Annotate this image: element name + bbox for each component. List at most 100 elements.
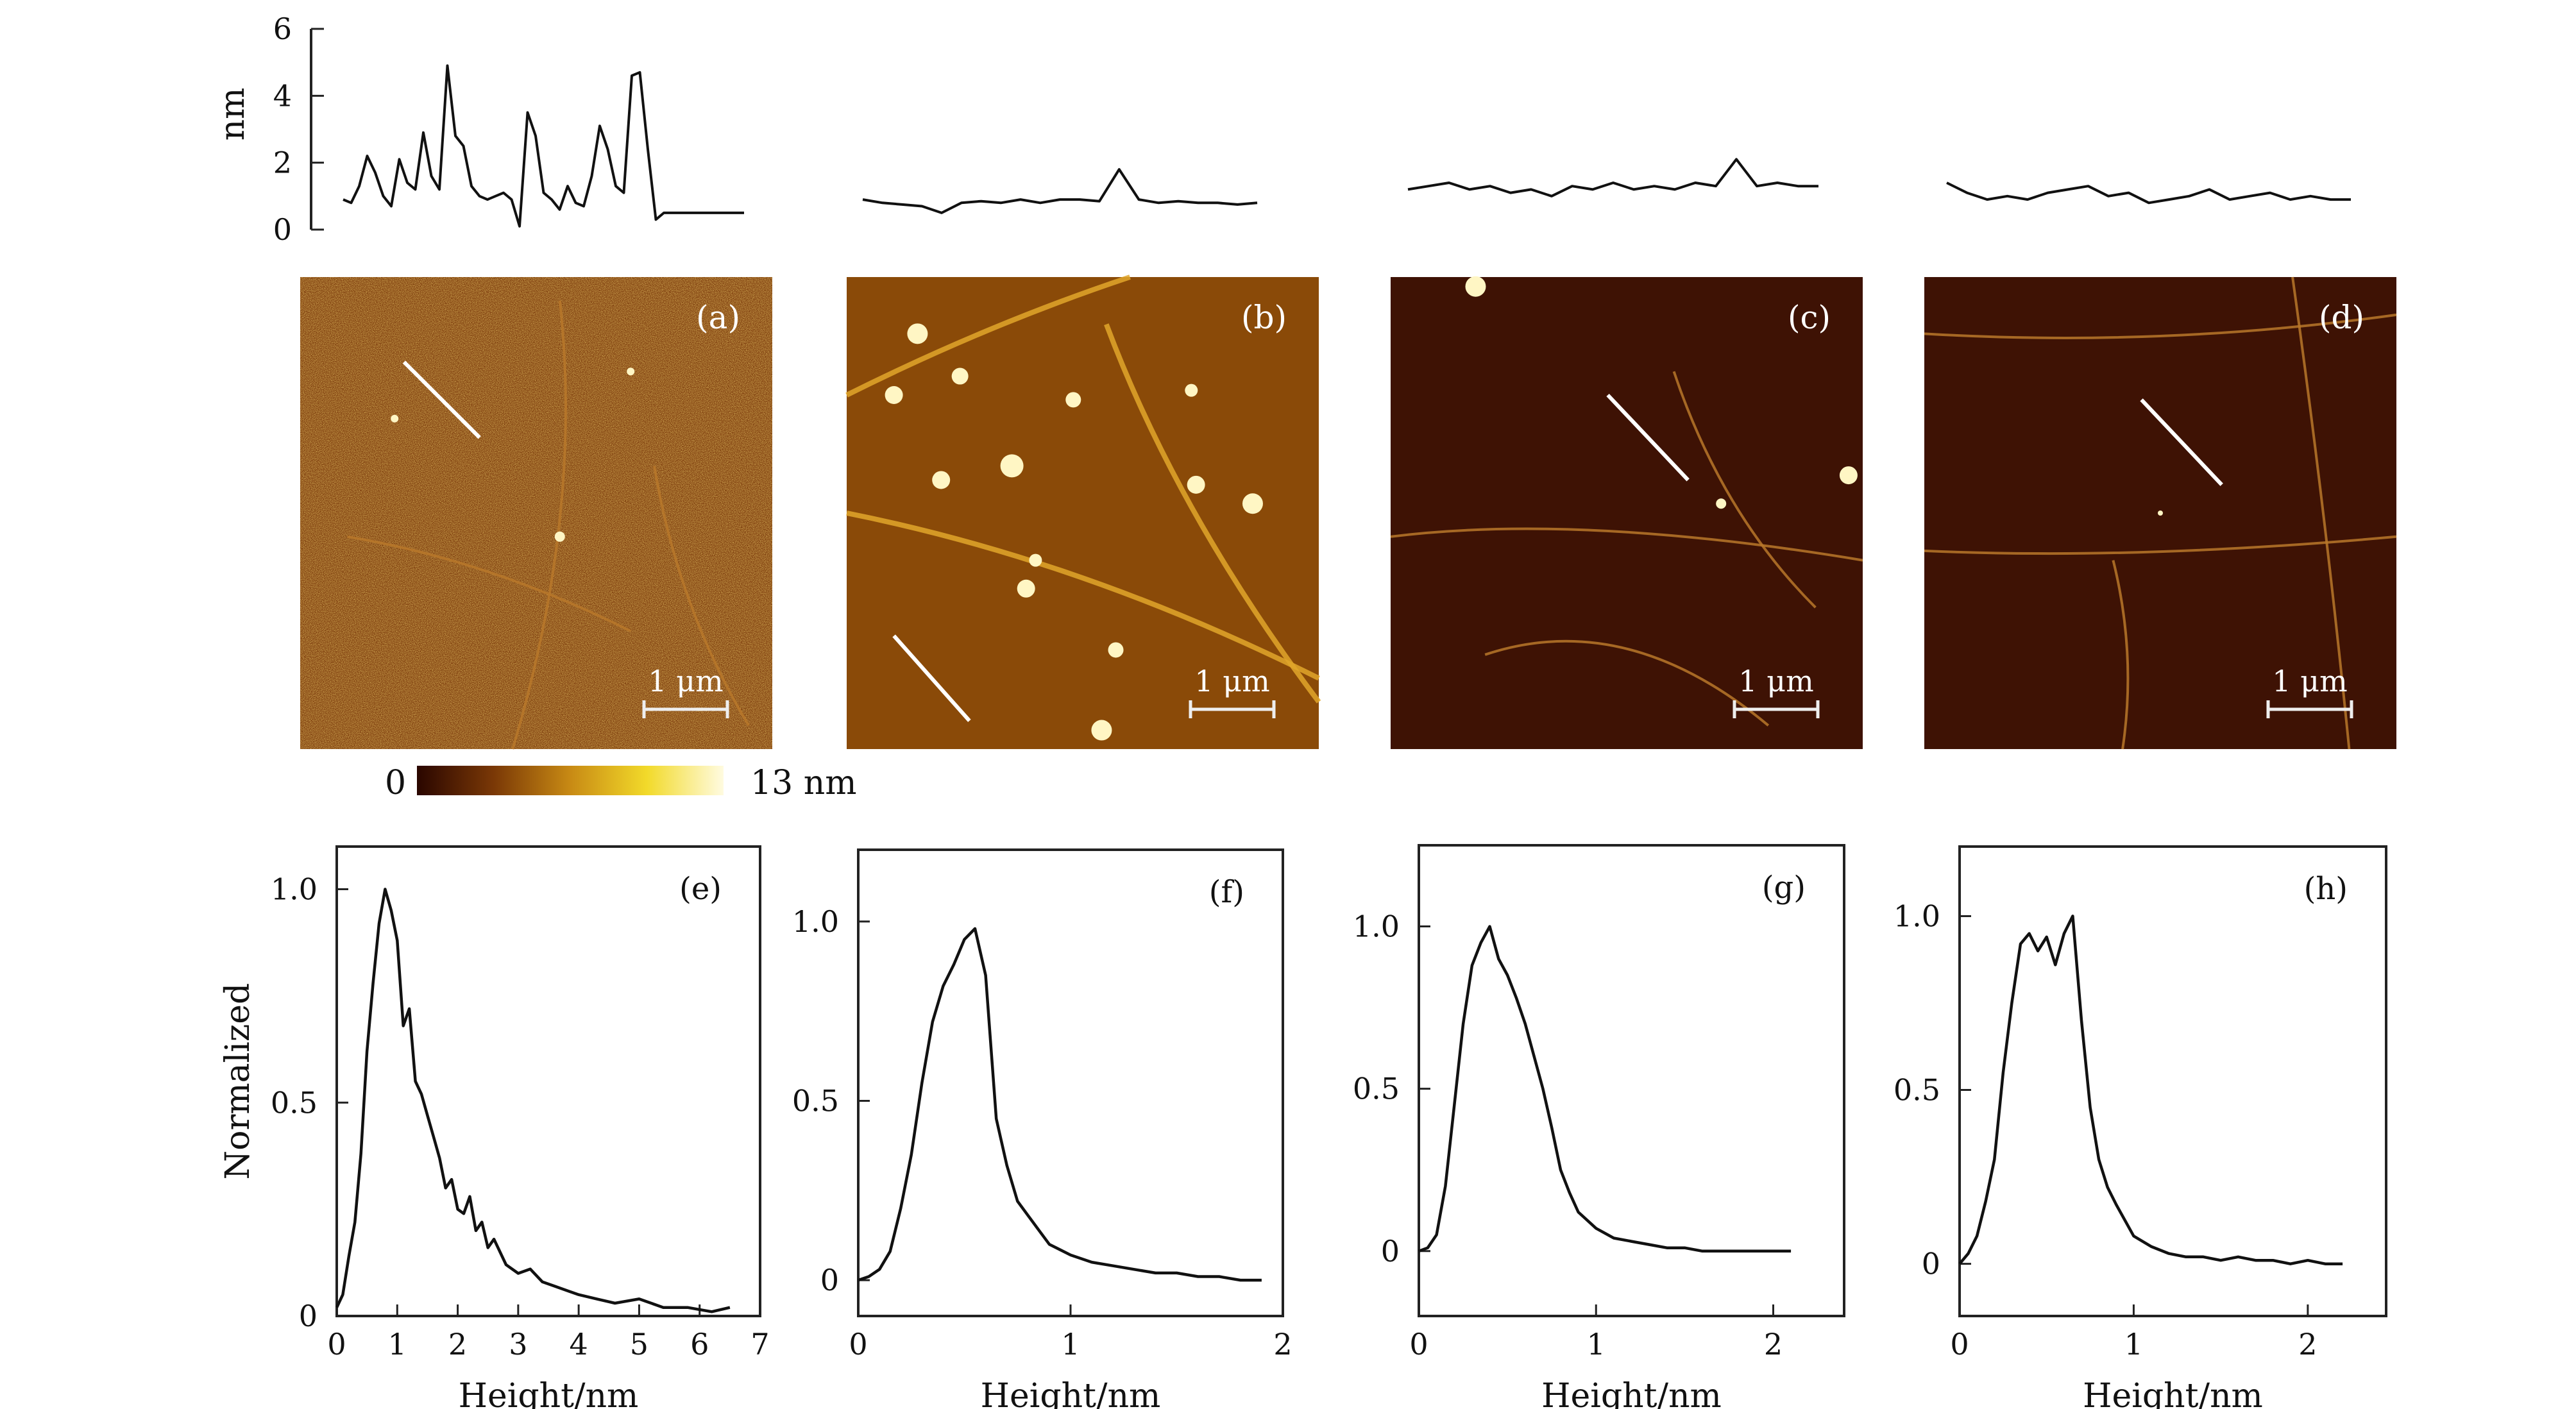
histogram-e: 0 1 2 3 4 5 6 7 0 0.5 1.0 (e) Height/nm Normalized: [219, 845, 770, 1409]
afm-particle: [1465, 276, 1486, 297]
profile-y-tick-label: 2: [273, 146, 292, 180]
afm-image-b: (b) 1 μm: [845, 274, 1321, 749]
afm-fiber: [1672, 371, 1817, 609]
x-tick-label: 2: [1273, 1327, 1292, 1362]
afm-fiber: [846, 510, 1320, 681]
colorbar-gradient: [417, 766, 724, 795]
x-axis-label: Height/nm: [981, 1377, 1161, 1409]
afm-particle: [1065, 392, 1081, 408]
y-tick-label: 1.0: [271, 872, 318, 907]
afm-image-d: (d) 1 μm: [1924, 276, 2397, 750]
histogram-f: 0 1 2 0 0.5 1.0 (f) Height/nm: [792, 848, 1292, 1409]
plot-frame: [335, 845, 761, 1317]
histogram-line: [1958, 915, 2343, 1265]
plot-frame: [1958, 845, 2387, 1317]
profile-line-d: [1946, 181, 2351, 205]
afm-particle: [1029, 553, 1042, 567]
afm-fiber: [2291, 276, 2351, 750]
scale-bar-label: 1 μm: [1194, 664, 1269, 698]
afm-particle: [1839, 466, 1858, 485]
afm-fiber: [1924, 313, 2397, 339]
afm-fiber: [1390, 527, 1863, 562]
y-axis-label: Normalized: [219, 983, 257, 1180]
x-tick-label: 4: [570, 1327, 588, 1362]
afm-particle: [1242, 493, 1263, 514]
afm-image-c: (c) 1 μm: [1390, 276, 1863, 749]
afm-image-a: (a) 1 μm: [300, 277, 772, 750]
afm-particle: [627, 367, 635, 376]
scale-bar-label: 1 μm: [648, 664, 723, 698]
panel-label: (g): [1762, 870, 1806, 906]
afm-particle: [1108, 642, 1124, 658]
afm-fiber: [511, 300, 567, 750]
x-tick-label: 2: [448, 1327, 467, 1362]
y-tick-label: 0: [1922, 1247, 1940, 1281]
afm-images: (a) 1 μm (b) 1 μm (c) 1 μm (d) 1 μm: [300, 274, 2397, 750]
afm-fiber: [845, 274, 1131, 398]
afm-particle: [907, 323, 928, 344]
colorbar-max-label: 13 nm: [750, 764, 857, 802]
y-tick-label: 0.5: [1894, 1073, 1940, 1108]
x-tick-label: 2: [2298, 1327, 2317, 1362]
afm-fiber: [653, 466, 750, 727]
x-tick-label: 7: [750, 1327, 769, 1362]
afm-particle: [554, 531, 565, 542]
x-tick-label: 0: [1950, 1327, 1969, 1362]
profile-y-tick-label: 6: [273, 12, 292, 46]
afm-fiber: [347, 535, 632, 632]
colorbar: 0 13 nm: [385, 764, 857, 802]
afm-fiber: [1924, 535, 2397, 555]
profile-scan-line: [402, 360, 481, 439]
afm-particle: [885, 386, 903, 404]
panel-label: (f): [1209, 874, 1244, 910]
x-tick-label: 6: [690, 1327, 709, 1362]
x-axis-label: Height/nm: [459, 1377, 639, 1409]
x-tick-label: 1: [1587, 1327, 1606, 1362]
x-tick-label: 5: [630, 1327, 648, 1362]
afm-particle: [391, 414, 399, 423]
panel-label: (b): [1241, 299, 1287, 336]
x-tick-label: 0: [327, 1327, 346, 1362]
x-tick-label: 1: [1061, 1327, 1080, 1362]
y-tick-label: 0: [820, 1263, 839, 1297]
y-tick-label: 1.0: [1894, 899, 1940, 933]
y-tick-label: 0.5: [792, 1083, 839, 1118]
x-tick-label: 1: [388, 1327, 407, 1362]
profile-line-c: [1407, 158, 1818, 198]
afm-particle: [2158, 510, 2163, 516]
profile-line-a: [343, 64, 744, 228]
x-tick-label: 2: [1764, 1327, 1783, 1362]
y-tick-label: 1.0: [792, 904, 839, 939]
histogram-line: [858, 927, 1262, 1282]
scale-bar-label: 1 μm: [2272, 664, 2347, 698]
y-tick-label: 0.5: [271, 1085, 318, 1120]
y-tick-label: 0: [299, 1299, 318, 1333]
afm-grain-texture: [300, 277, 772, 749]
y-tick-label: 1.0: [1353, 909, 1400, 944]
afm-background: [1391, 277, 1863, 749]
afm-particle: [1185, 384, 1198, 397]
profile-y-axis-label: nm: [214, 88, 252, 141]
x-tick-label: 1: [2124, 1327, 2143, 1362]
afm-particle: [932, 471, 951, 489]
x-axis-label: Height/nm: [1541, 1377, 1722, 1409]
panel-label: (a): [696, 299, 740, 336]
profile-y-tick-label: 4: [273, 78, 292, 113]
panel-label: (d): [2319, 299, 2364, 336]
histogram-h: 0 1 2 0 0.5 1.0 (h) Height/nm: [1894, 845, 2387, 1409]
x-tick-label: 0: [1409, 1327, 1428, 1362]
panel-label: (c): [1788, 299, 1831, 336]
x-axis-label: Height/nm: [2083, 1377, 2263, 1409]
afm-particle: [1000, 454, 1024, 478]
scale-bar-label: 1 μm: [1738, 664, 1813, 698]
x-tick-label: 0: [849, 1327, 867, 1362]
histogram-line: [1418, 925, 1792, 1253]
y-tick-label: 0: [1381, 1234, 1400, 1269]
afm-fiber: [2112, 560, 2130, 750]
afm-particle: [1017, 579, 1035, 598]
afm-particle: [1187, 475, 1205, 494]
plot-frame: [1418, 844, 1845, 1317]
panel-label: (h): [2304, 871, 2348, 907]
afm-fiber: [1104, 323, 1321, 704]
